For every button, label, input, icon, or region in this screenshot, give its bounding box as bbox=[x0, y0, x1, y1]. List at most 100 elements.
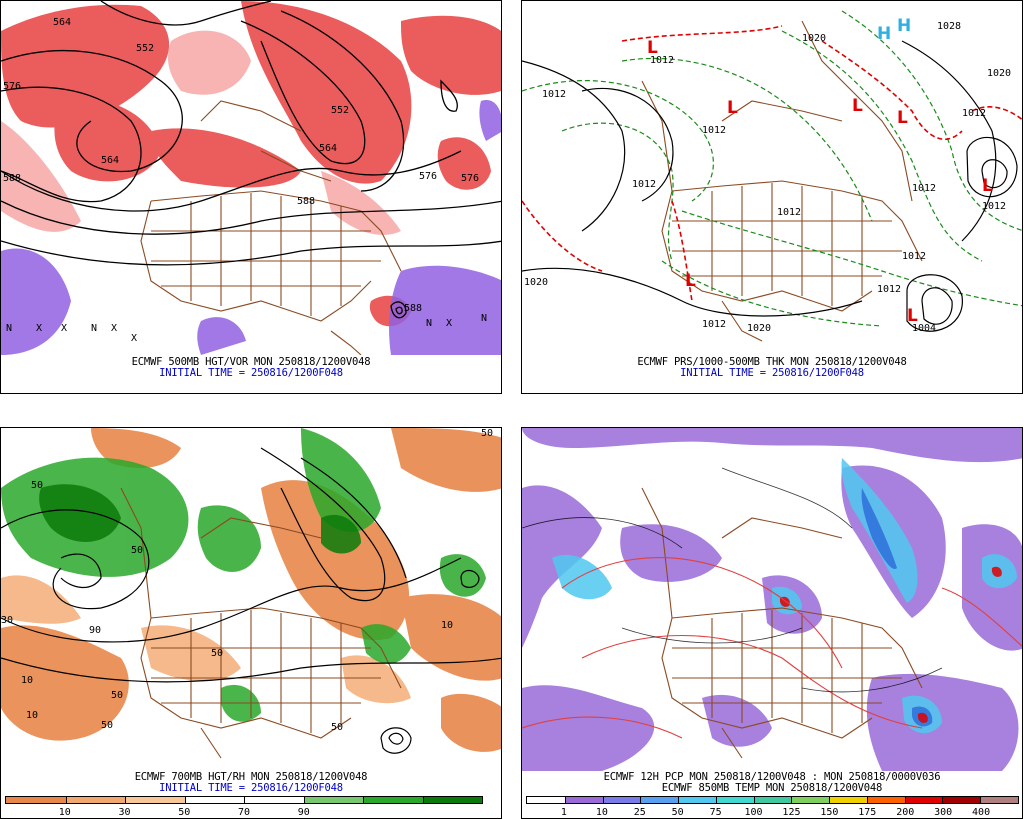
colorbar-swatch bbox=[303, 797, 363, 803]
colorbar-swatch bbox=[904, 797, 943, 803]
colorbar-tick-label: 125 bbox=[782, 807, 801, 818]
colorbar-tick-label: 100 bbox=[744, 807, 763, 818]
panel-init-time: INITIAL TIME = 250816/1200F048 bbox=[680, 367, 864, 379]
svg-text:X: X bbox=[131, 333, 137, 344]
panel-init-time: INITIAL TIME = 250816/1200F048 bbox=[159, 782, 343, 794]
contour-label: 50 bbox=[111, 690, 123, 701]
colorbar-tick-label: 150 bbox=[820, 807, 839, 818]
low-pressure-marker: L bbox=[907, 306, 918, 326]
svg-text:X: X bbox=[36, 323, 42, 334]
low-pressure-marker: L bbox=[982, 176, 993, 196]
isobar-label: 1020 bbox=[802, 33, 826, 44]
colorbar-swatch bbox=[6, 797, 66, 803]
colorbar-swatch bbox=[640, 797, 679, 803]
precip-map-svg bbox=[522, 428, 1022, 771]
panel-mslp-thickness: L L L L L L L H H 1012 1012 1020 1012 10… bbox=[521, 0, 1023, 394]
contour-label: 576 bbox=[419, 171, 437, 182]
colorbar-swatch bbox=[829, 797, 867, 803]
contour-label: 10 bbox=[26, 710, 38, 721]
contour-label: 588 bbox=[3, 173, 21, 184]
panel-700mb-hgt-rh: 50 50 10 30 50 10 50 10 50 90 50 50 ECMW… bbox=[0, 427, 502, 819]
svg-text:N: N bbox=[481, 313, 487, 324]
isobar-label: 1020 bbox=[747, 323, 771, 334]
isobar-label: 1012 bbox=[902, 251, 926, 262]
isobar-label: 1012 bbox=[702, 125, 726, 136]
svg-text:X: X bbox=[111, 323, 117, 334]
isobar-label: 1020 bbox=[524, 277, 548, 288]
contour-label: 90 bbox=[89, 625, 101, 636]
precip-colorbar-labels: 1 10 25 50 75 100 125 150 175 200 300 400 bbox=[526, 807, 1019, 818]
isobar-label: 1012 bbox=[982, 201, 1006, 212]
contour-label: 50 bbox=[101, 720, 113, 731]
colorbar-swatch bbox=[125, 797, 185, 803]
colorbar-swatch bbox=[942, 797, 981, 803]
contour-label: 50 bbox=[331, 722, 343, 733]
colorbar-tick-label: 25 bbox=[633, 807, 646, 818]
colorbar-swatch bbox=[602, 797, 641, 803]
isobar-label: 1012 bbox=[962, 108, 986, 119]
contour-label: 50 bbox=[481, 428, 493, 439]
colorbar-swatch bbox=[753, 797, 792, 803]
isobar-label: 1012 bbox=[912, 183, 936, 194]
contour-label: 10 bbox=[21, 675, 33, 686]
panel-init-time: INITIAL TIME = 250816/1200F048 bbox=[159, 367, 343, 379]
contour-label: 564 bbox=[319, 143, 337, 154]
colorbar-swatch bbox=[422, 797, 482, 803]
panel-subtitle: ECMWF 850MB TEMP MON 250818/1200V048 bbox=[661, 782, 883, 794]
high-pressure-marker: H bbox=[897, 16, 911, 36]
isobar-label: 1012 bbox=[632, 179, 656, 190]
svg-text:X: X bbox=[61, 323, 67, 334]
contour-label: 576 bbox=[461, 173, 479, 184]
contour-label: 588 bbox=[297, 196, 315, 207]
isobar-label: 1012 bbox=[542, 89, 566, 100]
colorbar-tick-label: 50 bbox=[178, 807, 191, 818]
contour-label: 564 bbox=[101, 155, 119, 166]
contour-label: 10 bbox=[441, 620, 453, 631]
isobar-label: 1028 bbox=[937, 21, 961, 32]
map-700mb-humidity: 50 50 10 30 50 10 50 10 50 90 50 50 bbox=[1, 428, 501, 771]
colorbar-swatch bbox=[527, 797, 565, 803]
colorbar-tick-label: 10 bbox=[595, 807, 608, 818]
low-pressure-marker: L bbox=[852, 96, 863, 116]
isobar-label: 1020 bbox=[987, 68, 1011, 79]
svg-text:N: N bbox=[91, 323, 97, 334]
contour-label: 50 bbox=[31, 480, 43, 491]
colorbar-swatch bbox=[791, 797, 830, 803]
colorbar-tick-label: 10 bbox=[58, 807, 71, 818]
colorbar-tick-label: 400 bbox=[972, 807, 991, 818]
isobar-label: 1012 bbox=[877, 284, 901, 295]
rh-colorbar bbox=[5, 796, 483, 804]
contour-label: 30 bbox=[1, 615, 13, 626]
panel-title: ECMWF PRS/1000-500MB THK MON 250818/1200… bbox=[637, 356, 907, 368]
contour-label: 564 bbox=[53, 17, 71, 28]
colorbar-tick-label: 300 bbox=[934, 807, 953, 818]
rh-colorbar-labels: 10 30 50 70 90 bbox=[5, 807, 483, 818]
panel-title: ECMWF 12H PCP MON 250818/1200V048 : MON … bbox=[603, 771, 941, 783]
isobar-label: 1012 bbox=[777, 207, 801, 218]
panel-title: ECMWF 500MB HGT/VOR MON 250818/1200V048 bbox=[131, 356, 371, 368]
panel-title: ECMWF 700MB HGT/RH MON 250818/1200V048 bbox=[134, 771, 368, 783]
precip-colorbar bbox=[526, 796, 1019, 804]
isobar-label: 1012 bbox=[650, 55, 674, 66]
colorbar-tick-label: 75 bbox=[709, 807, 722, 818]
colorbar-swatch bbox=[65, 797, 125, 803]
colorbar-tick-label: 1 bbox=[560, 807, 567, 818]
map-mslp-thickness: L L L L L L L H H 1012 1012 1020 1012 10… bbox=[522, 1, 1022, 355]
contour-label: 588 bbox=[404, 303, 422, 314]
isobar-label: 1004 bbox=[912, 323, 936, 334]
contour-label: 552 bbox=[136, 43, 154, 54]
high-pressure-marker: H bbox=[877, 24, 891, 44]
colorbar-swatch bbox=[184, 797, 244, 803]
colorbar-swatch bbox=[363, 797, 423, 803]
humidity-map-svg: 50 50 10 30 50 10 50 10 50 90 50 50 bbox=[1, 428, 501, 759]
isobar-label: 1012 bbox=[702, 319, 726, 330]
low-pressure-marker: L bbox=[685, 271, 696, 291]
svg-text:N: N bbox=[426, 318, 432, 329]
low-pressure-marker: L bbox=[647, 38, 658, 58]
colorbar-tick-label: 175 bbox=[858, 807, 877, 818]
contour-label: 552 bbox=[331, 105, 349, 116]
contour-label: 576 bbox=[3, 81, 21, 92]
